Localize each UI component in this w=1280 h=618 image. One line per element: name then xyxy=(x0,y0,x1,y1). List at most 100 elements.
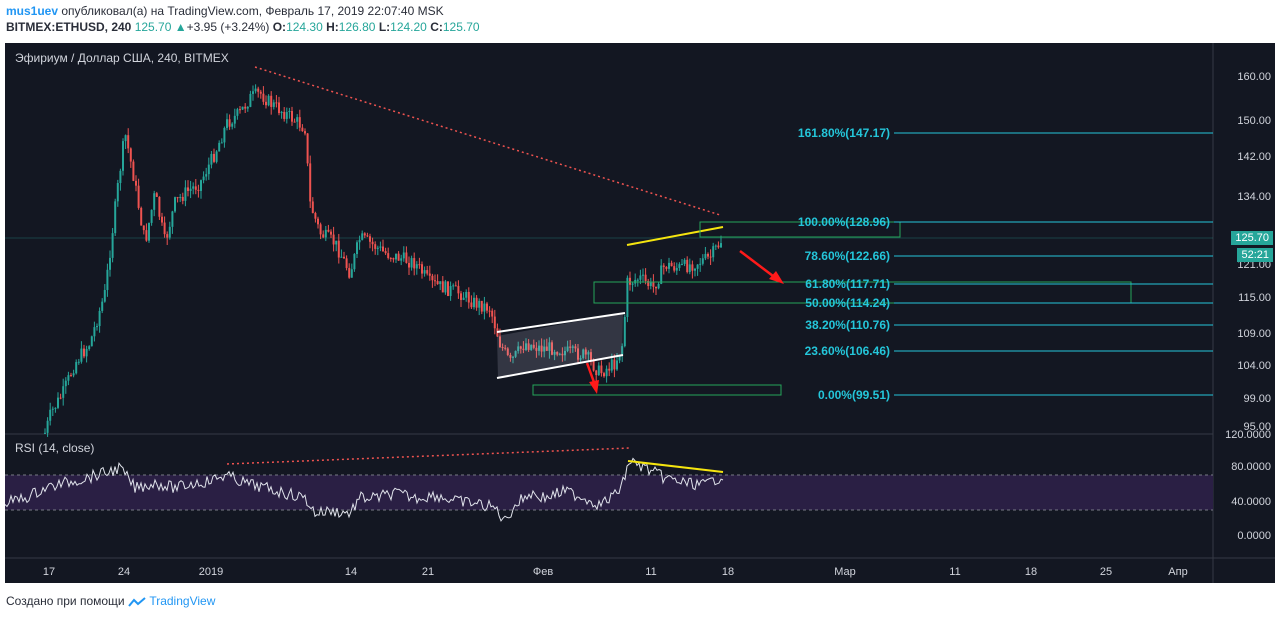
open-label: O: xyxy=(272,20,287,34)
candle-body xyxy=(207,164,210,175)
candle-body xyxy=(545,346,548,351)
candle-body xyxy=(441,281,444,293)
candle-body xyxy=(509,354,512,358)
candle-body xyxy=(298,117,301,128)
candle-body xyxy=(90,336,93,347)
time-axis-label: Апр xyxy=(1168,566,1188,578)
candle-body xyxy=(636,279,639,281)
candle-body xyxy=(595,370,598,376)
candle-body xyxy=(423,270,426,274)
candle-body xyxy=(226,119,228,128)
candle-body xyxy=(127,135,130,149)
candle-body xyxy=(62,386,65,398)
arrow-head-down xyxy=(589,380,599,394)
price-axis-label: 142.00 xyxy=(1237,151,1271,163)
published-text: опубликовал(а) на TradingView.com, Февра… xyxy=(61,4,444,18)
candle-body xyxy=(714,245,717,247)
candle-body xyxy=(59,397,62,399)
candle-body xyxy=(171,211,174,227)
chart-panel[interactable]: Эфириум / Доллар США, 240, BITMEX RSI (1… xyxy=(5,43,1275,583)
candle-body xyxy=(400,258,403,261)
candle-body xyxy=(709,256,712,258)
candle-body xyxy=(252,91,254,94)
fib-level-label: 100.00%(128.96) xyxy=(797,215,890,229)
candle-body xyxy=(657,283,660,289)
candle-body xyxy=(395,253,397,260)
candle-body xyxy=(202,176,205,181)
candle-body xyxy=(101,301,104,311)
candle-body xyxy=(350,269,353,278)
candle-body xyxy=(46,420,49,433)
candle-body xyxy=(499,336,501,348)
candle-body xyxy=(688,264,691,273)
candle-body xyxy=(54,407,57,409)
chart-title: Эфириум / Доллар США, 240, BITMEX xyxy=(15,51,229,65)
candle-body xyxy=(691,264,694,271)
candle-body xyxy=(132,161,135,181)
candle-body xyxy=(44,432,46,434)
candle-body xyxy=(109,257,111,270)
candle-body xyxy=(306,133,309,164)
tradingview-link[interactable]: TradingView xyxy=(149,594,216,608)
candle-body xyxy=(574,346,577,349)
candle-body xyxy=(85,348,88,357)
candle-body xyxy=(618,355,621,361)
candle-body xyxy=(223,127,226,143)
candle-body xyxy=(647,280,650,287)
candle-body xyxy=(519,346,522,349)
tradingview-logo-icon xyxy=(128,597,146,607)
price-axis-label: 115.00 xyxy=(1238,292,1271,304)
zone-box-mid xyxy=(593,281,1132,304)
candle-body xyxy=(103,289,106,302)
candle-body xyxy=(514,351,517,357)
candle-body xyxy=(512,356,514,358)
candle-body xyxy=(246,106,249,109)
close-label: C: xyxy=(430,20,443,34)
arrow-head-right xyxy=(769,271,784,284)
time-axis-label: 11 xyxy=(645,566,657,578)
candle-body xyxy=(483,303,486,312)
candle-body xyxy=(72,373,75,376)
candle-body xyxy=(369,236,371,242)
candle-body xyxy=(486,303,488,311)
candle-body xyxy=(330,231,332,235)
candle-body xyxy=(610,359,613,371)
candle-body xyxy=(93,327,96,337)
candle-body xyxy=(717,245,720,248)
fib-lines-group xyxy=(894,132,1213,396)
candle-body xyxy=(675,267,678,271)
candle-body xyxy=(51,408,54,410)
candle-body xyxy=(366,235,369,237)
candle-body xyxy=(153,193,156,210)
candle-body xyxy=(275,102,278,104)
candle-body xyxy=(379,246,382,248)
candle-body xyxy=(493,316,496,329)
candle-body xyxy=(184,187,187,201)
candle-body xyxy=(540,345,543,352)
candle-body xyxy=(270,95,273,107)
candle-body xyxy=(532,344,535,348)
candle-body xyxy=(213,153,215,162)
candle-body xyxy=(340,256,343,258)
candle-body xyxy=(582,349,585,359)
author-link[interactable]: mus1uev xyxy=(6,4,59,18)
price-chart[interactable] xyxy=(5,43,1275,583)
fib-level-label: 23.60%(106.46) xyxy=(804,344,890,358)
price-axis-label: 109.00 xyxy=(1237,328,1271,340)
candle-body xyxy=(75,362,78,374)
candle-body xyxy=(291,111,293,122)
candle-body xyxy=(197,189,200,191)
rsi-axis-label: 120.0000 xyxy=(1225,429,1271,441)
candle-body xyxy=(122,141,124,171)
candle-body xyxy=(613,359,616,370)
footer: Создано при помощи TradingView xyxy=(6,594,215,608)
candle-body xyxy=(228,119,231,127)
candle-body xyxy=(324,229,327,238)
candle-body xyxy=(665,266,668,269)
candle-body xyxy=(343,256,345,259)
candle-body xyxy=(376,247,379,249)
candle-body xyxy=(129,148,132,162)
candle-body xyxy=(655,286,657,289)
candle-body xyxy=(280,111,283,114)
candle-body xyxy=(166,234,169,238)
